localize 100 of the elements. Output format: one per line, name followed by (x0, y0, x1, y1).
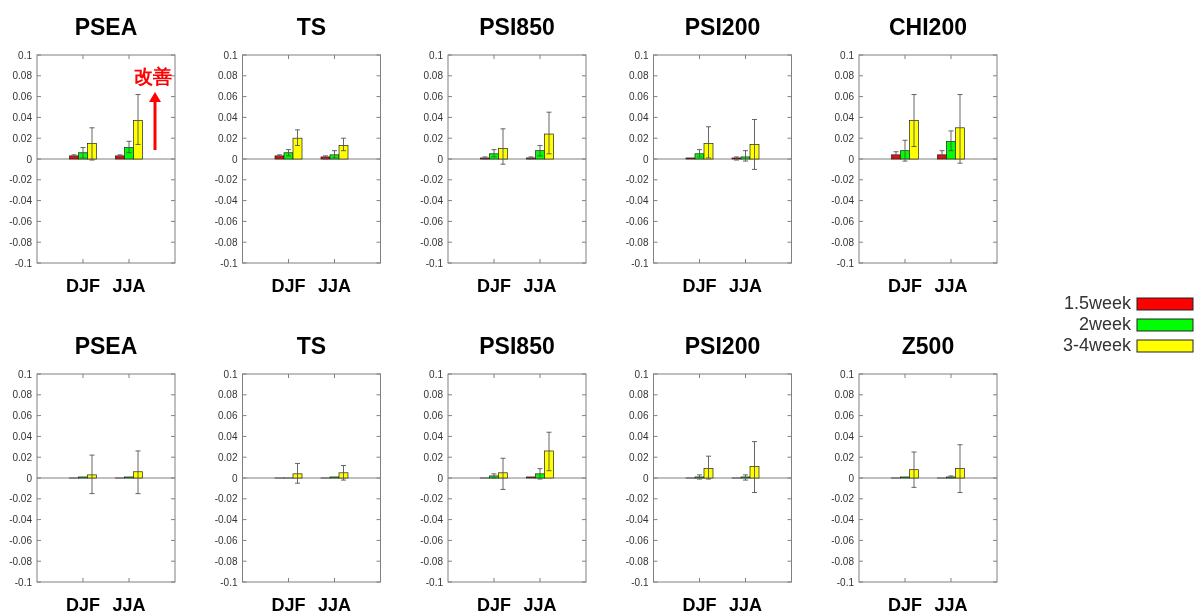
y-tick-label: 0.08 (834, 70, 855, 82)
y-tick-label: 0 (848, 472, 855, 484)
y-tick-label: 0.02 (834, 132, 855, 144)
y-tick-label: 0.08 (218, 389, 238, 401)
y-tick-label: 0 (437, 153, 444, 165)
x-tick-label: JJA (523, 276, 557, 296)
y-tick-label: -0.1 (836, 576, 855, 588)
y-tick-label: 0.02 (834, 451, 855, 463)
y-tick-label: -0.1 (14, 576, 33, 588)
y-tick-label: -0.06 (420, 215, 444, 227)
legend-label: 2week (1078, 314, 1132, 334)
y-tick-label: 0.1 (429, 368, 444, 380)
y-tick-label: 0.08 (218, 70, 238, 82)
y-tick-label: -0.04 (420, 514, 444, 526)
y-tick-label: 0.04 (12, 430, 33, 442)
chart-title: PSI850 (479, 333, 555, 359)
y-tick-label: -0.04 (9, 195, 33, 207)
y-tick-label: -0.04 (831, 514, 855, 526)
y-tick-label: -0.06 (214, 215, 238, 227)
y-tick-label: 0.08 (12, 389, 33, 401)
chart-title: PSEA (74, 14, 138, 40)
y-tick-label: 0.06 (423, 410, 444, 422)
x-tick-label: JJA (112, 595, 146, 614)
x-tick-label: DJF (65, 276, 101, 296)
y-tick-label: 0.08 (12, 70, 33, 82)
x-tick-label: DJF (887, 595, 923, 614)
y-tick-label: -0.02 (420, 174, 444, 186)
chart-title: CHI200 (889, 14, 967, 40)
y-tick-label: -0.08 (9, 236, 33, 248)
y-tick-label: 0.08 (423, 70, 444, 82)
y-tick-label: -0.1 (425, 257, 444, 269)
chart-title: PSEA (74, 333, 138, 359)
y-tick-label: 0.06 (218, 410, 238, 422)
y-tick-label: 0.02 (12, 451, 33, 463)
y-tick-label: -0.1 (836, 257, 855, 269)
x-tick-label: DJF (682, 276, 717, 296)
y-tick-label: 0.04 (834, 111, 855, 123)
y-tick-label: 0.04 (423, 430, 444, 442)
x-tick-label: DJF (887, 276, 923, 296)
y-tick-label: 0.1 (18, 368, 33, 380)
y-tick-label: -0.06 (214, 534, 238, 546)
chart-title: PSI200 (684, 333, 761, 359)
y-tick-label: 0.1 (429, 49, 444, 61)
y-tick-label: -0.02 (214, 493, 238, 505)
y-tick-label: -0.02 (625, 174, 649, 186)
x-tick-label: DJF (65, 595, 101, 614)
y-tick-label: 0 (642, 153, 649, 165)
x-tick-label: DJF (682, 595, 717, 614)
legend-label: 1.5week (1063, 293, 1132, 313)
y-tick-label: 0.06 (12, 91, 33, 103)
y-tick-label: -0.08 (420, 236, 444, 248)
y-tick-label: -0.04 (9, 514, 33, 526)
y-tick-label: 0.04 (629, 111, 649, 123)
y-tick-label: 0 (231, 472, 238, 484)
y-tick-label: -0.08 (625, 236, 649, 248)
y-tick-label: 0.04 (218, 111, 238, 123)
y-tick-label: -0.04 (625, 514, 649, 526)
x-tick-label: DJF (476, 595, 512, 614)
y-tick-label: 0.08 (423, 389, 444, 401)
y-tick-label: 0.06 (218, 91, 238, 103)
y-tick-label: -0.08 (214, 555, 238, 567)
annotation: 改善 (134, 66, 172, 87)
y-tick-label: -0.1 (14, 257, 33, 269)
x-tick-label: JJA (317, 595, 352, 614)
legend-label: 3-4week (1062, 335, 1132, 355)
y-tick-label: -0.06 (420, 534, 444, 546)
y-tick-label: 0.1 (18, 49, 33, 61)
y-tick-label: 0.06 (629, 91, 649, 103)
x-tick-label: JJA (728, 276, 763, 296)
y-tick-label: 0.02 (218, 132, 238, 144)
y-tick-label: -0.04 (214, 514, 238, 526)
y-tick-label: 0 (848, 153, 855, 165)
y-tick-label: 0.04 (834, 430, 855, 442)
y-tick-label: -0.08 (625, 555, 649, 567)
y-tick-label: 0.06 (834, 91, 855, 103)
x-tick-label: JJA (728, 595, 763, 614)
y-tick-label: -0.02 (831, 174, 855, 186)
y-tick-label: 0.08 (629, 389, 649, 401)
y-tick-label: -0.1 (631, 576, 649, 588)
y-tick-label: -0.02 (420, 493, 444, 505)
y-tick-label: 0.06 (834, 410, 855, 422)
y-tick-label: 0.02 (12, 132, 33, 144)
chart-title: PSI200 (684, 14, 761, 40)
y-tick-label: 0.02 (218, 451, 238, 463)
y-tick-label: 0.1 (223, 49, 238, 61)
y-tick-label: -0.1 (425, 576, 444, 588)
y-tick-label: -0.02 (625, 493, 649, 505)
chart-title: Z500 (901, 333, 955, 359)
x-tick-label: JJA (934, 276, 968, 296)
y-tick-label: 0.1 (634, 368, 649, 380)
chart-title: PSI850 (479, 14, 555, 40)
y-tick-label: 0.02 (629, 132, 649, 144)
y-tick-label: 0.1 (634, 49, 649, 61)
y-tick-label: -0.06 (9, 215, 33, 227)
x-tick-label: DJF (271, 276, 306, 296)
x-tick-label: JJA (934, 595, 968, 614)
y-tick-label: -0.06 (625, 534, 649, 546)
x-tick-label: JJA (523, 595, 557, 614)
y-tick-label: 0.04 (12, 111, 33, 123)
x-tick-label: DJF (476, 276, 512, 296)
